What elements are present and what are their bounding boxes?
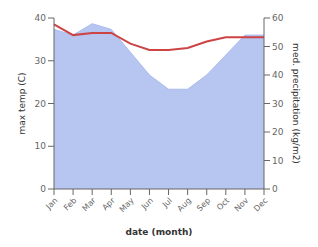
- svg-text:30: 30: [272, 99, 284, 109]
- svg-text:Aug: Aug: [176, 196, 193, 213]
- svg-text:May: May: [118, 196, 136, 214]
- svg-text:60: 60: [272, 13, 284, 23]
- svg-text:0: 0: [272, 184, 278, 194]
- svg-text:Dec: Dec: [252, 196, 269, 213]
- svg-text:0: 0: [40, 184, 46, 194]
- svg-text:date (month): date (month): [126, 227, 193, 237]
- svg-text:10: 10: [35, 141, 47, 151]
- svg-text:Jan: Jan: [44, 196, 60, 212]
- svg-text:Feb: Feb: [62, 196, 78, 212]
- svg-text:med. precipitation (kg/m2): med. precipitation (kg/m2): [291, 43, 301, 164]
- svg-text:max temp (C): max temp (C): [17, 72, 27, 134]
- svg-text:Apr: Apr: [101, 196, 118, 213]
- svg-text:50: 50: [272, 42, 284, 52]
- svg-text:Jun: Jun: [139, 196, 155, 212]
- svg-text:Oct: Oct: [215, 196, 231, 212]
- svg-text:20: 20: [272, 127, 284, 137]
- svg-text:Nov: Nov: [233, 196, 251, 214]
- svg-text:40: 40: [272, 70, 284, 80]
- svg-text:Mar: Mar: [81, 196, 99, 214]
- svg-text:40: 40: [35, 13, 47, 23]
- svg-text:Jul: Jul: [160, 196, 174, 210]
- svg-text:30: 30: [35, 56, 47, 66]
- svg-text:10: 10: [272, 156, 284, 166]
- svg-text:20: 20: [35, 99, 47, 109]
- svg-text:Sep: Sep: [195, 196, 212, 213]
